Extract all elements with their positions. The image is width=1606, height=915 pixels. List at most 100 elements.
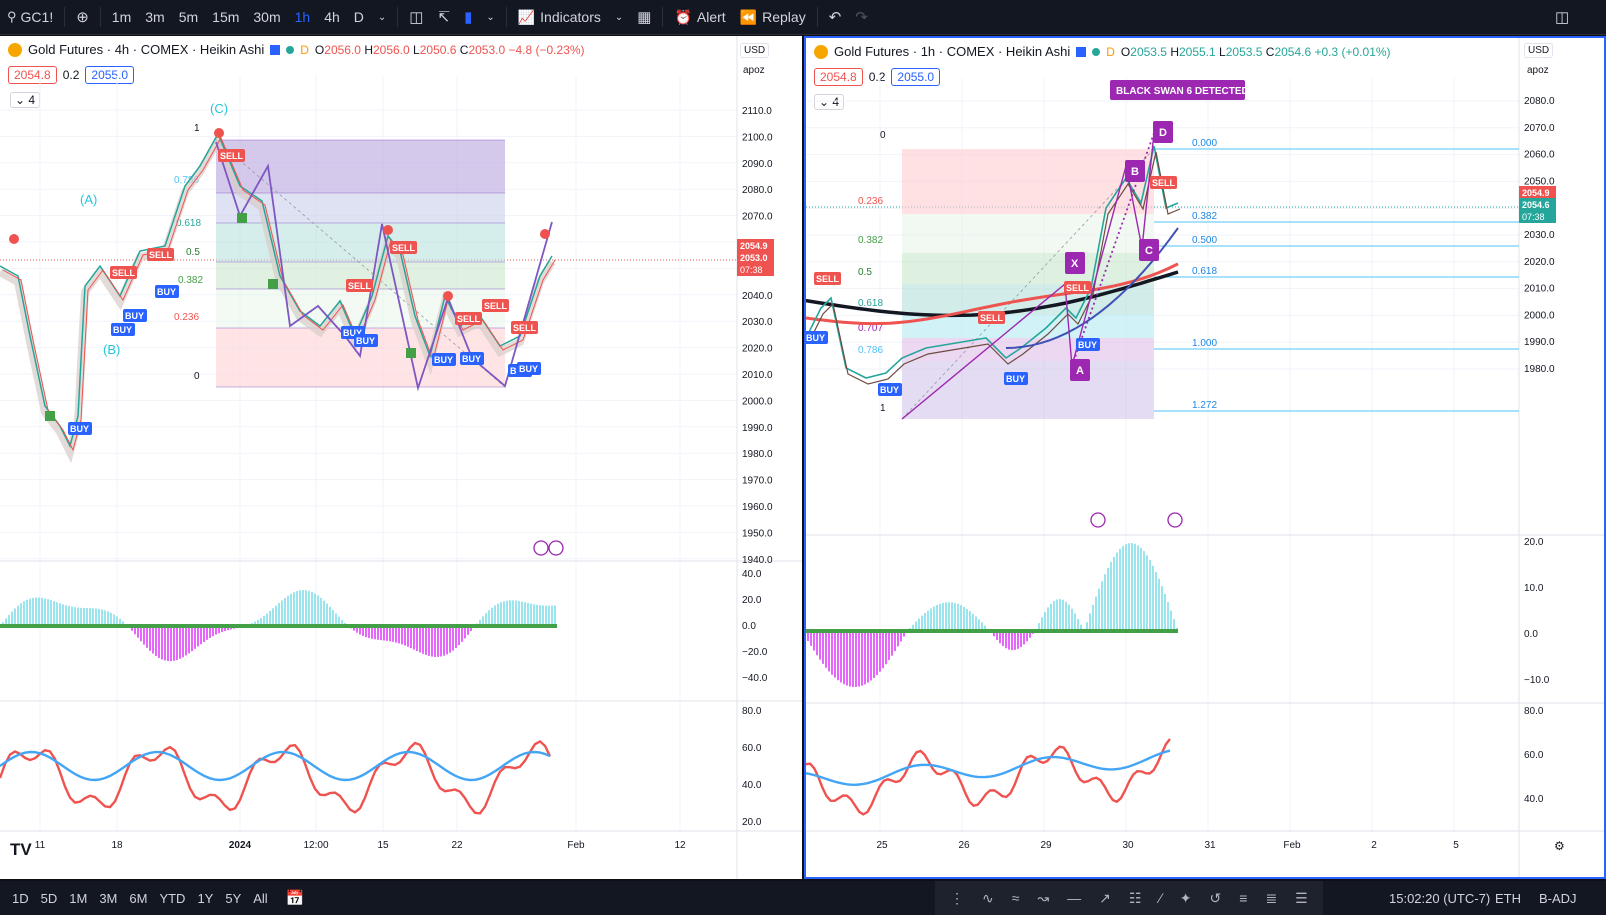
rsi-slow xyxy=(806,749,1171,787)
trendline-icon[interactable]: ∕ xyxy=(1159,890,1162,906)
ray-icon[interactable]: ↗ xyxy=(1099,889,1111,906)
interval-15m[interactable]: 15m xyxy=(212,9,240,25)
fib-icon[interactable]: ≡ xyxy=(1239,890,1248,906)
fib-zone xyxy=(216,140,505,193)
range-1m[interactable]: 1M xyxy=(69,890,88,906)
pattern-icon[interactable]: ∿ xyxy=(982,889,994,906)
chart-type-icon[interactable]: ↸ xyxy=(437,9,451,26)
buy-signal xyxy=(460,352,484,365)
divider xyxy=(99,7,101,27)
fib-ext-label: 0.618 xyxy=(1192,266,1217,277)
undo-icon[interactable]: ↶ xyxy=(828,9,842,26)
fib-spiral-icon[interactable]: ↺ xyxy=(1209,889,1222,906)
bid-button[interactable]: 2054.8 xyxy=(814,68,863,86)
right-legend: Gold Futures · 1h · COMEX · Heikin Ashi … xyxy=(814,44,1391,59)
clock: 15:02:20 (UTC-7) xyxy=(1389,890,1491,906)
interval-d[interactable]: D xyxy=(353,9,364,25)
right-chart-panel[interactable]: Gold Futures · 1h · COMEX · Heikin Ashi … xyxy=(804,36,1606,879)
right-bid-ask: 2054.8 0.2 2055.0 xyxy=(814,68,941,86)
right-chart-canvas[interactable]: 2080.02070.02060.02050.02040.02030.02020… xyxy=(806,38,1604,877)
candles-icon[interactable]: ◫ xyxy=(409,9,424,26)
alert-button[interactable]: ⏰ Alert xyxy=(667,0,732,34)
interval-5m[interactable]: 5m xyxy=(178,9,199,25)
chevron-down-icon[interactable]: ⌄ xyxy=(486,11,495,23)
interval-3m[interactable]: 3m xyxy=(145,9,165,25)
black-swan-text: BLACK SWAN 6 DETECTED xyxy=(1116,86,1249,97)
chevron-down-icon[interactable]: ⌄ xyxy=(377,11,387,23)
layout-icon[interactable]: ◫ xyxy=(1555,9,1570,26)
interval-4h[interactable]: 4h xyxy=(324,9,340,25)
bars-icon[interactable]: ☷ xyxy=(1128,889,1142,906)
path-icon[interactable]: ↝ xyxy=(1037,889,1050,906)
hline-icon[interactable]: — xyxy=(1067,890,1082,906)
price-tick: 1950.0 xyxy=(742,528,773,539)
time-tick: 30 xyxy=(1122,840,1134,851)
rsi-fast xyxy=(806,738,1171,816)
scale-mode[interactable]: apoz xyxy=(1524,64,1552,77)
ask-button[interactable]: 2055.0 xyxy=(891,68,941,86)
exit-marker xyxy=(9,234,19,244)
replay-button[interactable]: ⏪ Replay xyxy=(733,0,813,34)
menu-icon[interactable]: ☰ xyxy=(1295,889,1308,906)
session-toggle[interactable]: ETH xyxy=(1495,890,1521,906)
chevron-down-icon[interactable]: ⌄ xyxy=(614,11,624,23)
symbol-search[interactable]: ⚲ GC1! xyxy=(0,0,60,34)
fib-ext-icon[interactable]: ≣ xyxy=(1265,889,1278,906)
time-tick: 29 xyxy=(1040,840,1052,851)
range-1d[interactable]: 1D xyxy=(12,890,29,906)
flag-icon[interactable] xyxy=(270,44,281,55)
abcd-icon[interactable]: ≈ xyxy=(1011,890,1020,906)
price-tick: 2000.0 xyxy=(742,396,773,407)
currency-select[interactable]: USD xyxy=(1524,43,1554,58)
adjust-toggle[interactable]: B-ADJ xyxy=(1539,890,1577,906)
scale-mode[interactable]: apoz xyxy=(740,64,768,77)
right-collapse-toggle[interactable]: ⌄ 4 xyxy=(814,94,845,110)
macd-tick: 40.0 xyxy=(742,569,762,580)
bid-button[interactable]: 2054.8 xyxy=(8,66,57,84)
time-tick: 2 xyxy=(1371,840,1377,851)
sell-signal-text: SELL xyxy=(149,250,173,260)
drag-handle-icon[interactable]: ⋮ xyxy=(950,889,964,906)
price-tick: 2080.0 xyxy=(742,185,773,196)
flag-icon[interactable] xyxy=(1076,46,1087,57)
left-collapse-toggle[interactable]: ⌄ 4 xyxy=(10,92,41,108)
buy-signal-text: BUY xyxy=(125,311,144,321)
xabcd-icon[interactable]: ✦ xyxy=(1179,889,1192,906)
buy-signal xyxy=(1004,372,1028,385)
fib-label: 0.618 xyxy=(858,298,883,309)
change-value: +0.3 (+0.01%) xyxy=(1314,44,1391,59)
range-3m[interactable]: 3M xyxy=(99,890,118,906)
pattern-point-text: X xyxy=(1071,258,1079,270)
range-5y[interactable]: 5Y xyxy=(225,890,242,906)
interval-30m[interactable]: 30m xyxy=(253,9,281,25)
range-1y[interactable]: 1Y xyxy=(197,890,214,906)
left-chart-canvas[interactable]: 2110.02100.02090.02080.02070.02060.02050… xyxy=(0,36,802,879)
left-chart-panel[interactable]: Gold Futures · 4h · COMEX · Heikin Ashi … xyxy=(0,36,802,879)
o-key: O xyxy=(1120,44,1131,59)
templates-icon[interactable]: ▦ xyxy=(637,9,652,26)
indicators-button[interactable]: 📈 Indicators xyxy=(511,0,608,34)
currency-select[interactable]: USD xyxy=(740,43,770,58)
fib-label: 0.5 xyxy=(858,267,872,278)
left-title: Gold Futures · 4h · COMEX · Heikin Ashi xyxy=(28,42,265,57)
time-tick: 12 xyxy=(674,840,686,851)
d-badge: D xyxy=(1106,44,1115,59)
range-ytd[interactable]: YTD xyxy=(159,890,186,906)
left-legend: Gold Futures · 4h · COMEX · Heikin Ashi … xyxy=(8,42,585,57)
fib-ext-label: 1.000 xyxy=(1192,338,1217,349)
exit-marker xyxy=(443,291,453,301)
h-key: H xyxy=(1170,44,1179,59)
fib-label: 1 xyxy=(880,403,886,414)
interval-1m[interactable]: 1m xyxy=(111,9,132,25)
interval-1h[interactable]: 1h xyxy=(294,9,311,25)
range-5d[interactable]: 5D xyxy=(40,890,58,906)
change-value: −4.8 (−0.23%) xyxy=(508,42,585,57)
heikin-ashi-icon[interactable]: ▮ xyxy=(464,9,473,26)
add-symbol-icon[interactable]: ⊕ xyxy=(76,9,89,26)
date-range-icon[interactable]: 📅 xyxy=(285,890,305,907)
range-all[interactable]: All xyxy=(253,890,268,906)
sell-signal-text: SELL xyxy=(513,323,537,333)
redo-icon[interactable]: ↷ xyxy=(855,9,868,26)
ask-button[interactable]: 2055.0 xyxy=(85,66,135,84)
range-6m[interactable]: 6M xyxy=(129,890,148,906)
